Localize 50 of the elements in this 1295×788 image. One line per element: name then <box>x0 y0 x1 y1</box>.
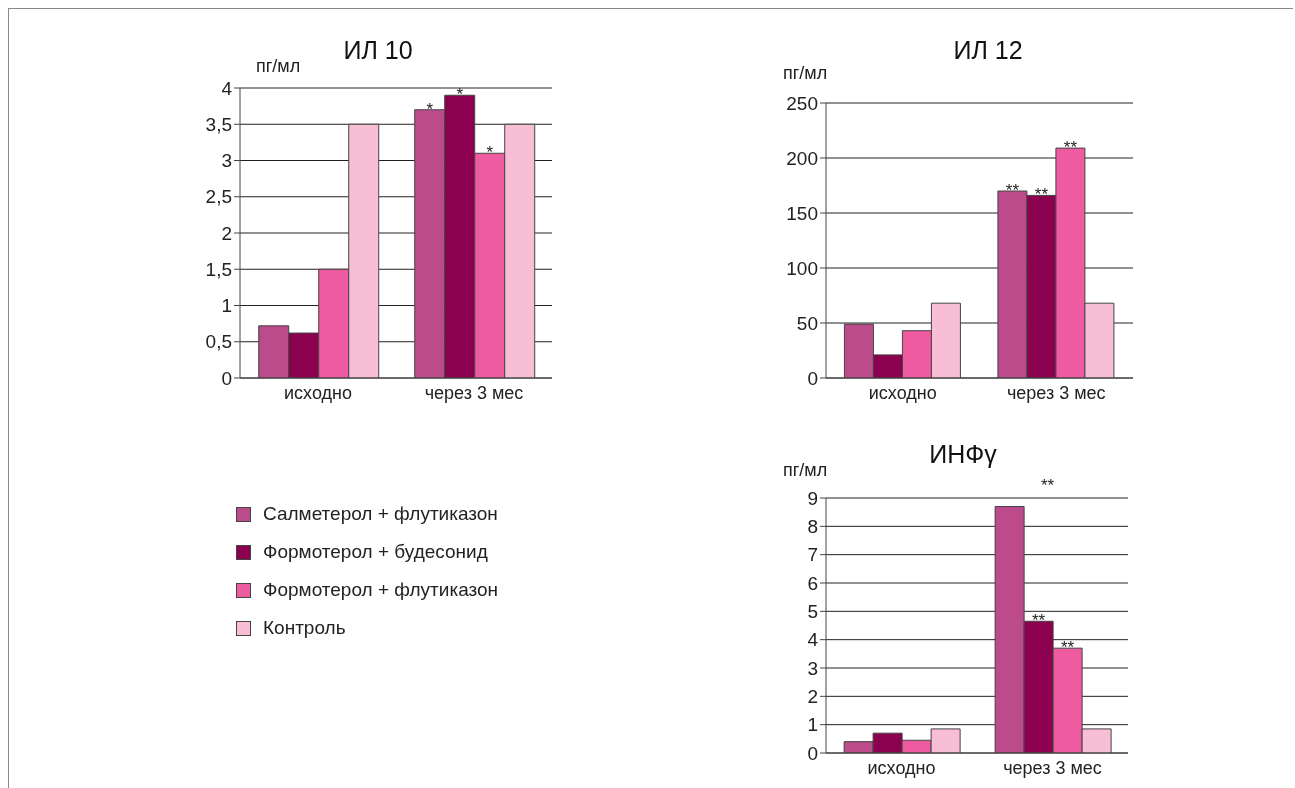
y-tick-label: 200 <box>786 147 818 169</box>
y-axis-title: пг/мл <box>783 460 828 481</box>
y-tick-label: 2,5 <box>205 186 232 208</box>
x-tick-label: через 3 мес <box>1003 757 1102 778</box>
y-tick-label: 150 <box>786 202 818 224</box>
x-tick-label: исходно <box>867 757 936 778</box>
y-tick-label: 1 <box>807 714 818 736</box>
annotation: * <box>426 99 434 119</box>
y-tick-label: 4 <box>221 77 233 99</box>
chart-title: ИЛ 12 <box>953 36 1023 64</box>
annotation: * <box>456 85 464 105</box>
annotation: ** <box>1034 185 1049 205</box>
y-tick-label: 8 <box>807 516 818 538</box>
legend-label: Салметерол + флутиказон <box>263 503 498 525</box>
x-tick-label: через 3 мес <box>424 382 524 403</box>
y-tick-label: 0,5 <box>205 331 232 353</box>
y-tick-label: 2 <box>807 686 818 708</box>
y-tick-label: 7 <box>807 544 818 566</box>
y-tick-label: 3 <box>221 150 232 172</box>
y-tick-label: 2 <box>221 222 232 244</box>
y-tick-label: 50 <box>796 312 818 334</box>
y-tick-label: 1 <box>221 295 232 317</box>
y-tick-label: 3,5 <box>205 114 232 135</box>
legend-label: Формотерол + флутиказон <box>263 579 499 601</box>
y-tick-label: 0 <box>807 367 818 389</box>
y-tick-label: 0 <box>221 367 232 389</box>
x-tick-label: исходно <box>284 382 352 403</box>
annotation: ** <box>1061 638 1075 658</box>
text: ** <box>1041 476 1055 496</box>
y-tick-label: 3 <box>807 657 818 679</box>
y-tick-label: 0 <box>807 742 818 764</box>
annotation: * <box>486 143 494 163</box>
annotation: ** <box>1032 611 1046 631</box>
x-tick-label: исходно <box>868 382 937 403</box>
annotation: ** <box>1005 181 1020 200</box>
legend-label: Контроль <box>263 617 346 639</box>
y-tick-label: 5 <box>807 601 818 623</box>
chart-title: ИНФγ <box>929 440 997 468</box>
y-tick-label: 9 <box>807 487 818 509</box>
y-tick-label: 4 <box>807 629 819 651</box>
annotation: ** <box>1063 138 1078 158</box>
y-axis-title: пг/мл <box>783 63 828 84</box>
y-tick-label: 6 <box>807 572 818 594</box>
legend-label: Формотерол + будесонид <box>263 541 488 563</box>
y-tick-label: 100 <box>786 257 818 279</box>
y-axis-title: пг/мл <box>256 56 301 77</box>
chart-title: ИЛ 10 <box>343 36 413 64</box>
x-tick-label: через 3 мес <box>1006 382 1106 403</box>
y-tick-label: 250 <box>786 92 818 114</box>
y-tick-label: 1,5 <box>205 258 232 280</box>
